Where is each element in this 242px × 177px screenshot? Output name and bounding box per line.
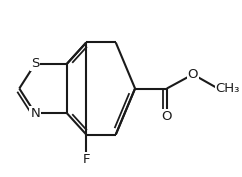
Text: N: N [30, 107, 40, 120]
Text: S: S [31, 57, 39, 70]
Text: F: F [83, 153, 90, 166]
Text: O: O [188, 68, 198, 81]
Text: CH₃: CH₃ [216, 82, 240, 95]
Text: O: O [162, 110, 172, 123]
